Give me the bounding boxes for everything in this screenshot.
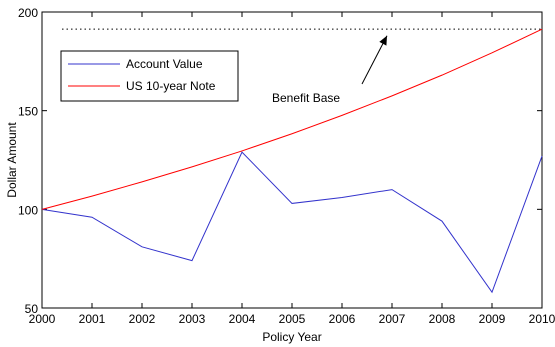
x-tick-label: 2006 (329, 312, 356, 326)
legend-label: US 10-year Note (126, 79, 216, 93)
x-tick-label: 2008 (429, 312, 456, 326)
y-tick-label: 150 (18, 105, 38, 119)
series-line-us-10-year-note (41, 28, 543, 210)
x-tick-label: 2003 (179, 312, 206, 326)
legend-label: Account Value (126, 57, 203, 71)
x-tick-label: 2009 (479, 312, 506, 326)
x-tick-label: 2000 (29, 312, 56, 326)
x-tick-label: 2004 (229, 312, 256, 326)
x-tick-label: 2002 (129, 312, 156, 326)
x-tick-label: 2005 (279, 312, 306, 326)
series-line-account-value (41, 151, 543, 294)
x-tick-label: 2001 (79, 312, 106, 326)
legend: Account Value US 10-year Note (60, 50, 239, 102)
x-tick-label: 2010 (529, 312, 555, 326)
y-tick-label: 200 (18, 6, 38, 20)
y-axis-label: Dollar Amount (5, 122, 19, 198)
annotation-arrow-head (379, 35, 387, 46)
x-axis-label: Policy Year (262, 330, 321, 344)
annotation-arrow-shaft (361, 35, 388, 85)
benefit-base-annotation: Benefit Base (272, 35, 388, 105)
y-tick-label: 100 (18, 203, 38, 217)
x-tick-label: 2007 (379, 312, 406, 326)
series-group (41, 28, 543, 294)
y-tick-label: 50 (25, 302, 39, 316)
benefit-base-label: Benefit Base (272, 91, 340, 105)
legend-box (60, 50, 239, 102)
y-axis-ticks: 50 100 150 200 (18, 6, 542, 316)
x-axis-ticks: 2000 2001 2002 2003 2004 2005 2006 2007 2008 2009… (29, 12, 555, 326)
